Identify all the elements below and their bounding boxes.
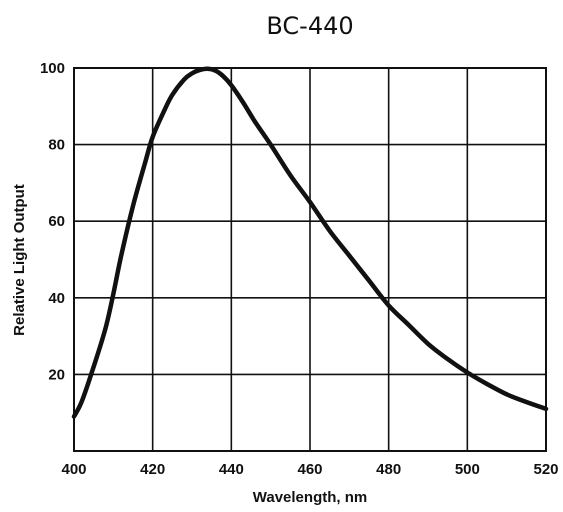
series-line-0 bbox=[71, 66, 549, 419]
y-tick-label: 100 bbox=[40, 60, 65, 77]
x-tick-label: 480 bbox=[376, 461, 401, 478]
y-tick-labels: 20 40 60 80 100 bbox=[40, 60, 65, 383]
y-tick-label: 60 bbox=[48, 213, 65, 230]
chart-title: BC-440 bbox=[266, 12, 353, 40]
x-tick-label: 520 bbox=[533, 461, 558, 478]
x-tick-label: 460 bbox=[297, 461, 322, 478]
plot-frame bbox=[73, 67, 547, 452]
y-tick-label: 40 bbox=[48, 290, 65, 307]
x-tick-label: 400 bbox=[61, 461, 86, 478]
y-tick-label: 80 bbox=[48, 137, 65, 154]
x-tick-label: 420 bbox=[140, 461, 165, 478]
x-tick-label: 500 bbox=[455, 461, 480, 478]
curve-layer bbox=[71, 66, 549, 419]
grid-lines bbox=[74, 68, 546, 451]
x-tick-label: 440 bbox=[219, 461, 244, 478]
x-axis-label: Wavelength, nm bbox=[253, 489, 367, 506]
x-tick-labels: 400 420 440 460 480 500 520 bbox=[61, 461, 558, 478]
y-tick-label: 20 bbox=[48, 366, 65, 383]
y-axis-label: Relative Light Output bbox=[11, 184, 28, 336]
